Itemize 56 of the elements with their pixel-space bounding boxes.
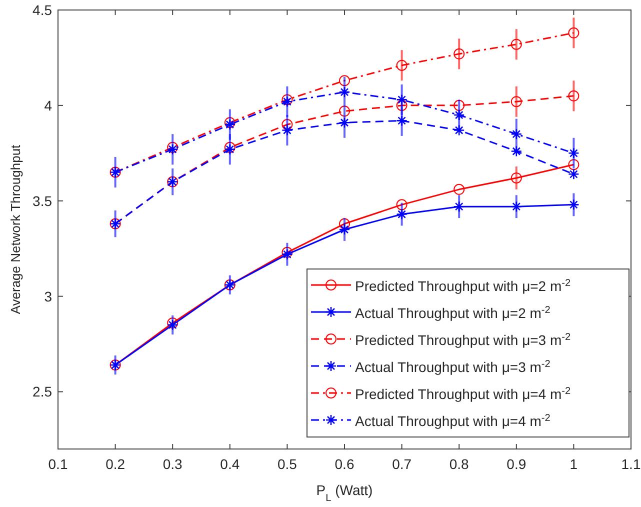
x-tick-label: 0.5	[277, 456, 298, 472]
point	[568, 159, 580, 170]
x-tick-label: 0.8	[449, 456, 470, 472]
point	[282, 119, 293, 130]
point	[454, 48, 465, 60]
point	[568, 148, 580, 159]
point	[396, 208, 408, 220]
legend-label: Actual Throughput with μ=2 m$^{-2}$	[355, 304, 551, 321]
point	[568, 199, 580, 210]
point	[338, 224, 350, 236]
x-tick-label: 0.7	[392, 456, 412, 472]
point	[510, 128, 522, 140]
x-tick-label: 0.6	[334, 456, 354, 472]
legend-label: Predicted Throughput with μ=3 m$^{-2}$	[355, 332, 572, 348]
point	[568, 27, 580, 38]
legend-label: Actual Throughput with μ=4 m$^{-2}$	[355, 412, 551, 429]
point	[396, 94, 408, 106]
point	[568, 90, 580, 102]
point	[453, 124, 465, 136]
y-axis-title: Average Network Throughput	[8, 144, 23, 314]
point	[396, 199, 408, 210]
point	[339, 218, 350, 230]
x-tick-label: 0.3	[162, 456, 183, 472]
y-tick-label: 3	[44, 288, 52, 304]
legend-label: Actual Throughput with μ=3 m$^{-2}$	[355, 358, 551, 375]
point	[453, 200, 465, 212]
x-tick-label: 0.4	[220, 456, 240, 472]
point	[338, 86, 350, 98]
point	[282, 124, 293, 136]
point	[510, 172, 522, 184]
point	[568, 168, 580, 180]
x-tick-label: 0.2	[106, 456, 126, 472]
point	[339, 106, 350, 117]
point	[338, 116, 350, 128]
x-tick-label: 0.9	[506, 456, 526, 472]
x-tick-label: 1	[570, 456, 578, 472]
x-tick-label: 0.1	[48, 456, 68, 472]
point	[396, 115, 408, 126]
point	[396, 60, 408, 71]
y-tick-label: 4	[44, 97, 52, 114]
x-tick-label: 1.1	[621, 456, 641, 472]
point	[454, 184, 465, 195]
point	[510, 38, 522, 50]
point	[510, 200, 522, 212]
point	[453, 109, 465, 121]
point	[510, 146, 522, 157]
point	[510, 96, 522, 108]
legend-label: Predicted Throughput with μ=2 m$^{-2}$	[355, 278, 572, 294]
y-tick-label: 2.5	[32, 384, 52, 400]
point	[339, 75, 350, 86]
point	[396, 100, 408, 111]
x-axis-title: P$_{L}$ (Watt)	[316, 482, 373, 504]
point	[454, 100, 465, 111]
y-tick-label: 3.5	[32, 192, 52, 209]
legend-label: Predicted Throughput with μ=4 m$^{-2}$	[355, 386, 572, 402]
y-tick-label: 4.5	[32, 2, 52, 18]
